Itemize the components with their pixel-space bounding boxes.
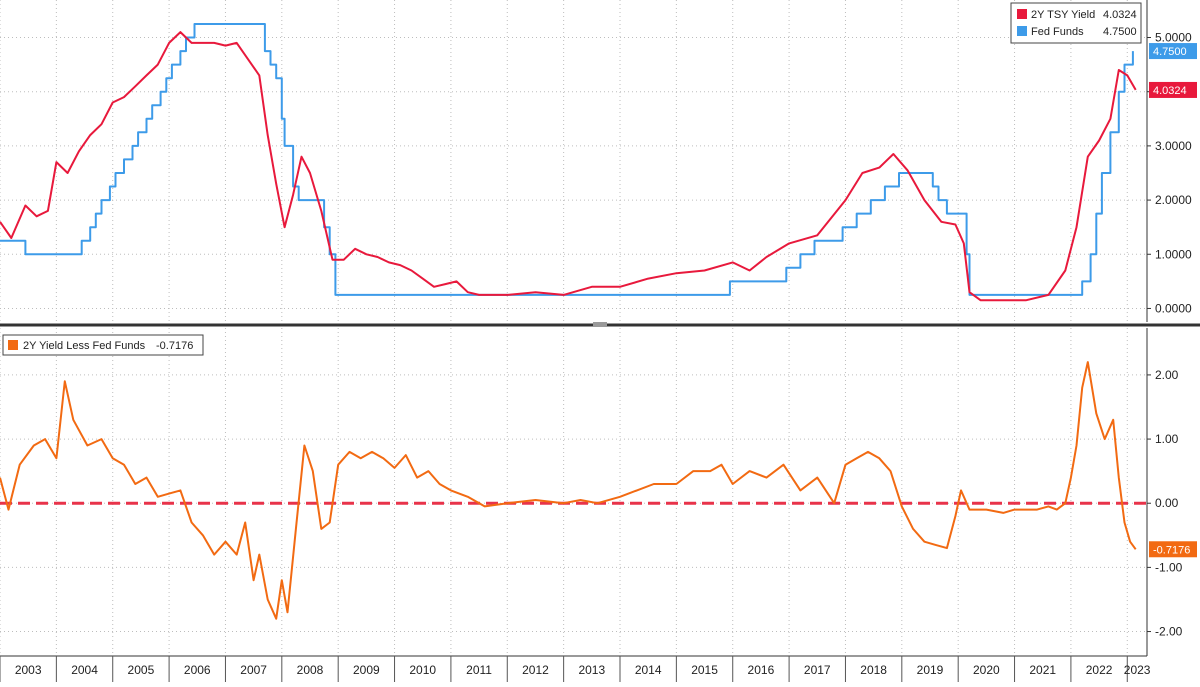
x-tick-label: 2004 <box>71 663 98 677</box>
x-tick-label: 2012 <box>522 663 549 677</box>
x-tick-label: 2016 <box>748 663 775 677</box>
y-tick-label: 2.00 <box>1155 368 1179 382</box>
last-value-tag-text: 4.7500 <box>1153 46 1187 58</box>
legend-swatch-spread <box>8 340 18 350</box>
y-tick-label: 1.00 <box>1155 432 1179 446</box>
last-value-labels: 4.7500 4.0324 -0.7176 <box>1149 43 1197 558</box>
x-tick-label: 2022 <box>1086 663 1113 677</box>
x-tick-label: 2020 <box>973 663 1000 677</box>
x-tick-label: 2017 <box>804 663 831 677</box>
y-tick-label: 3.0000 <box>1155 139 1192 153</box>
2y-tsy-yield-line <box>0 31 1137 302</box>
spread-line <box>0 361 1137 620</box>
y-tick-label: 1.0000 <box>1155 247 1192 261</box>
x-tick-label: 2023 <box>1124 663 1151 677</box>
last-value-tag <box>1149 81 1197 98</box>
legend-value-2y-tsy: 4.0324 <box>1103 9 1137 21</box>
x-tick-label: 2013 <box>578 663 605 677</box>
top-panel-series <box>0 23 1137 302</box>
last-value-tag <box>1149 43 1197 60</box>
y-tick-label: 2.0000 <box>1155 193 1192 207</box>
x-tick-label: 2007 <box>240 663 267 677</box>
legend-value-spread: -0.7176 <box>156 340 193 352</box>
y-tick-label: 0.00 <box>1155 496 1179 510</box>
x-tick-label: 2003 <box>15 663 42 677</box>
y-tick-label: 5.0000 <box>1155 31 1192 45</box>
x-tick-label: 2010 <box>409 663 436 677</box>
fed-funds-line <box>0 23 1134 296</box>
x-axis: 2003 2004 2005 2006 2007 2008 2009 2010 2011 2012… <box>0 656 1151 682</box>
top-legend-box <box>1010 2 1142 44</box>
legend-swatch-fed-funds <box>1017 26 1027 36</box>
x-tick-label: 2021 <box>1029 663 1056 677</box>
y-tick-label: 0.0000 <box>1155 301 1192 315</box>
bottom-legend-box <box>2 334 204 356</box>
legend-swatch-2y-tsy <box>1017 9 1027 19</box>
x-tick-label: 2008 <box>297 663 324 677</box>
legend-value-fed-funds: 4.7500 <box>1103 26 1137 38</box>
x-tick-label: 2018 <box>860 663 887 677</box>
bottom-y-axis: 2.00 1.00 0.00 -1.00 -2.00 <box>1147 368 1183 639</box>
last-value-tag <box>1149 541 1197 558</box>
top-panel-grid <box>0 0 1147 322</box>
bottom-legend: 2Y Yield Less Fed Funds -0.7176 <box>2 334 204 356</box>
x-tick-label: 2005 <box>128 663 155 677</box>
x-tick-label: 2014 <box>635 663 662 677</box>
last-value-tag-text: -0.7176 <box>1153 544 1190 556</box>
legend-label-2y-tsy: 2Y TSY Yield <box>1031 9 1095 21</box>
last-value-tag-text: 4.0324 <box>1153 85 1187 97</box>
top-legend: 2Y TSY Yield 4.0324 Fed Funds 4.7500 <box>1010 2 1142 44</box>
x-tick-label: 2011 <box>466 663 492 677</box>
x-tick-label: 2009 <box>353 663 380 677</box>
y-tick-label: -1.00 <box>1155 560 1183 574</box>
y-tick-label: -2.00 <box>1155 625 1183 639</box>
legend-label-spread: 2Y Yield Less Fed Funds <box>23 340 146 352</box>
x-tick-label: 2006 <box>184 663 211 677</box>
panel-resize-handle[interactable] <box>593 322 607 327</box>
x-tick-label: 2015 <box>691 663 718 677</box>
legend-label-fed-funds: Fed Funds <box>1031 26 1084 38</box>
bottom-panel-series <box>0 361 1137 620</box>
x-tick-label: 2019 <box>917 663 944 677</box>
bottom-panel-grid <box>0 328 1147 656</box>
